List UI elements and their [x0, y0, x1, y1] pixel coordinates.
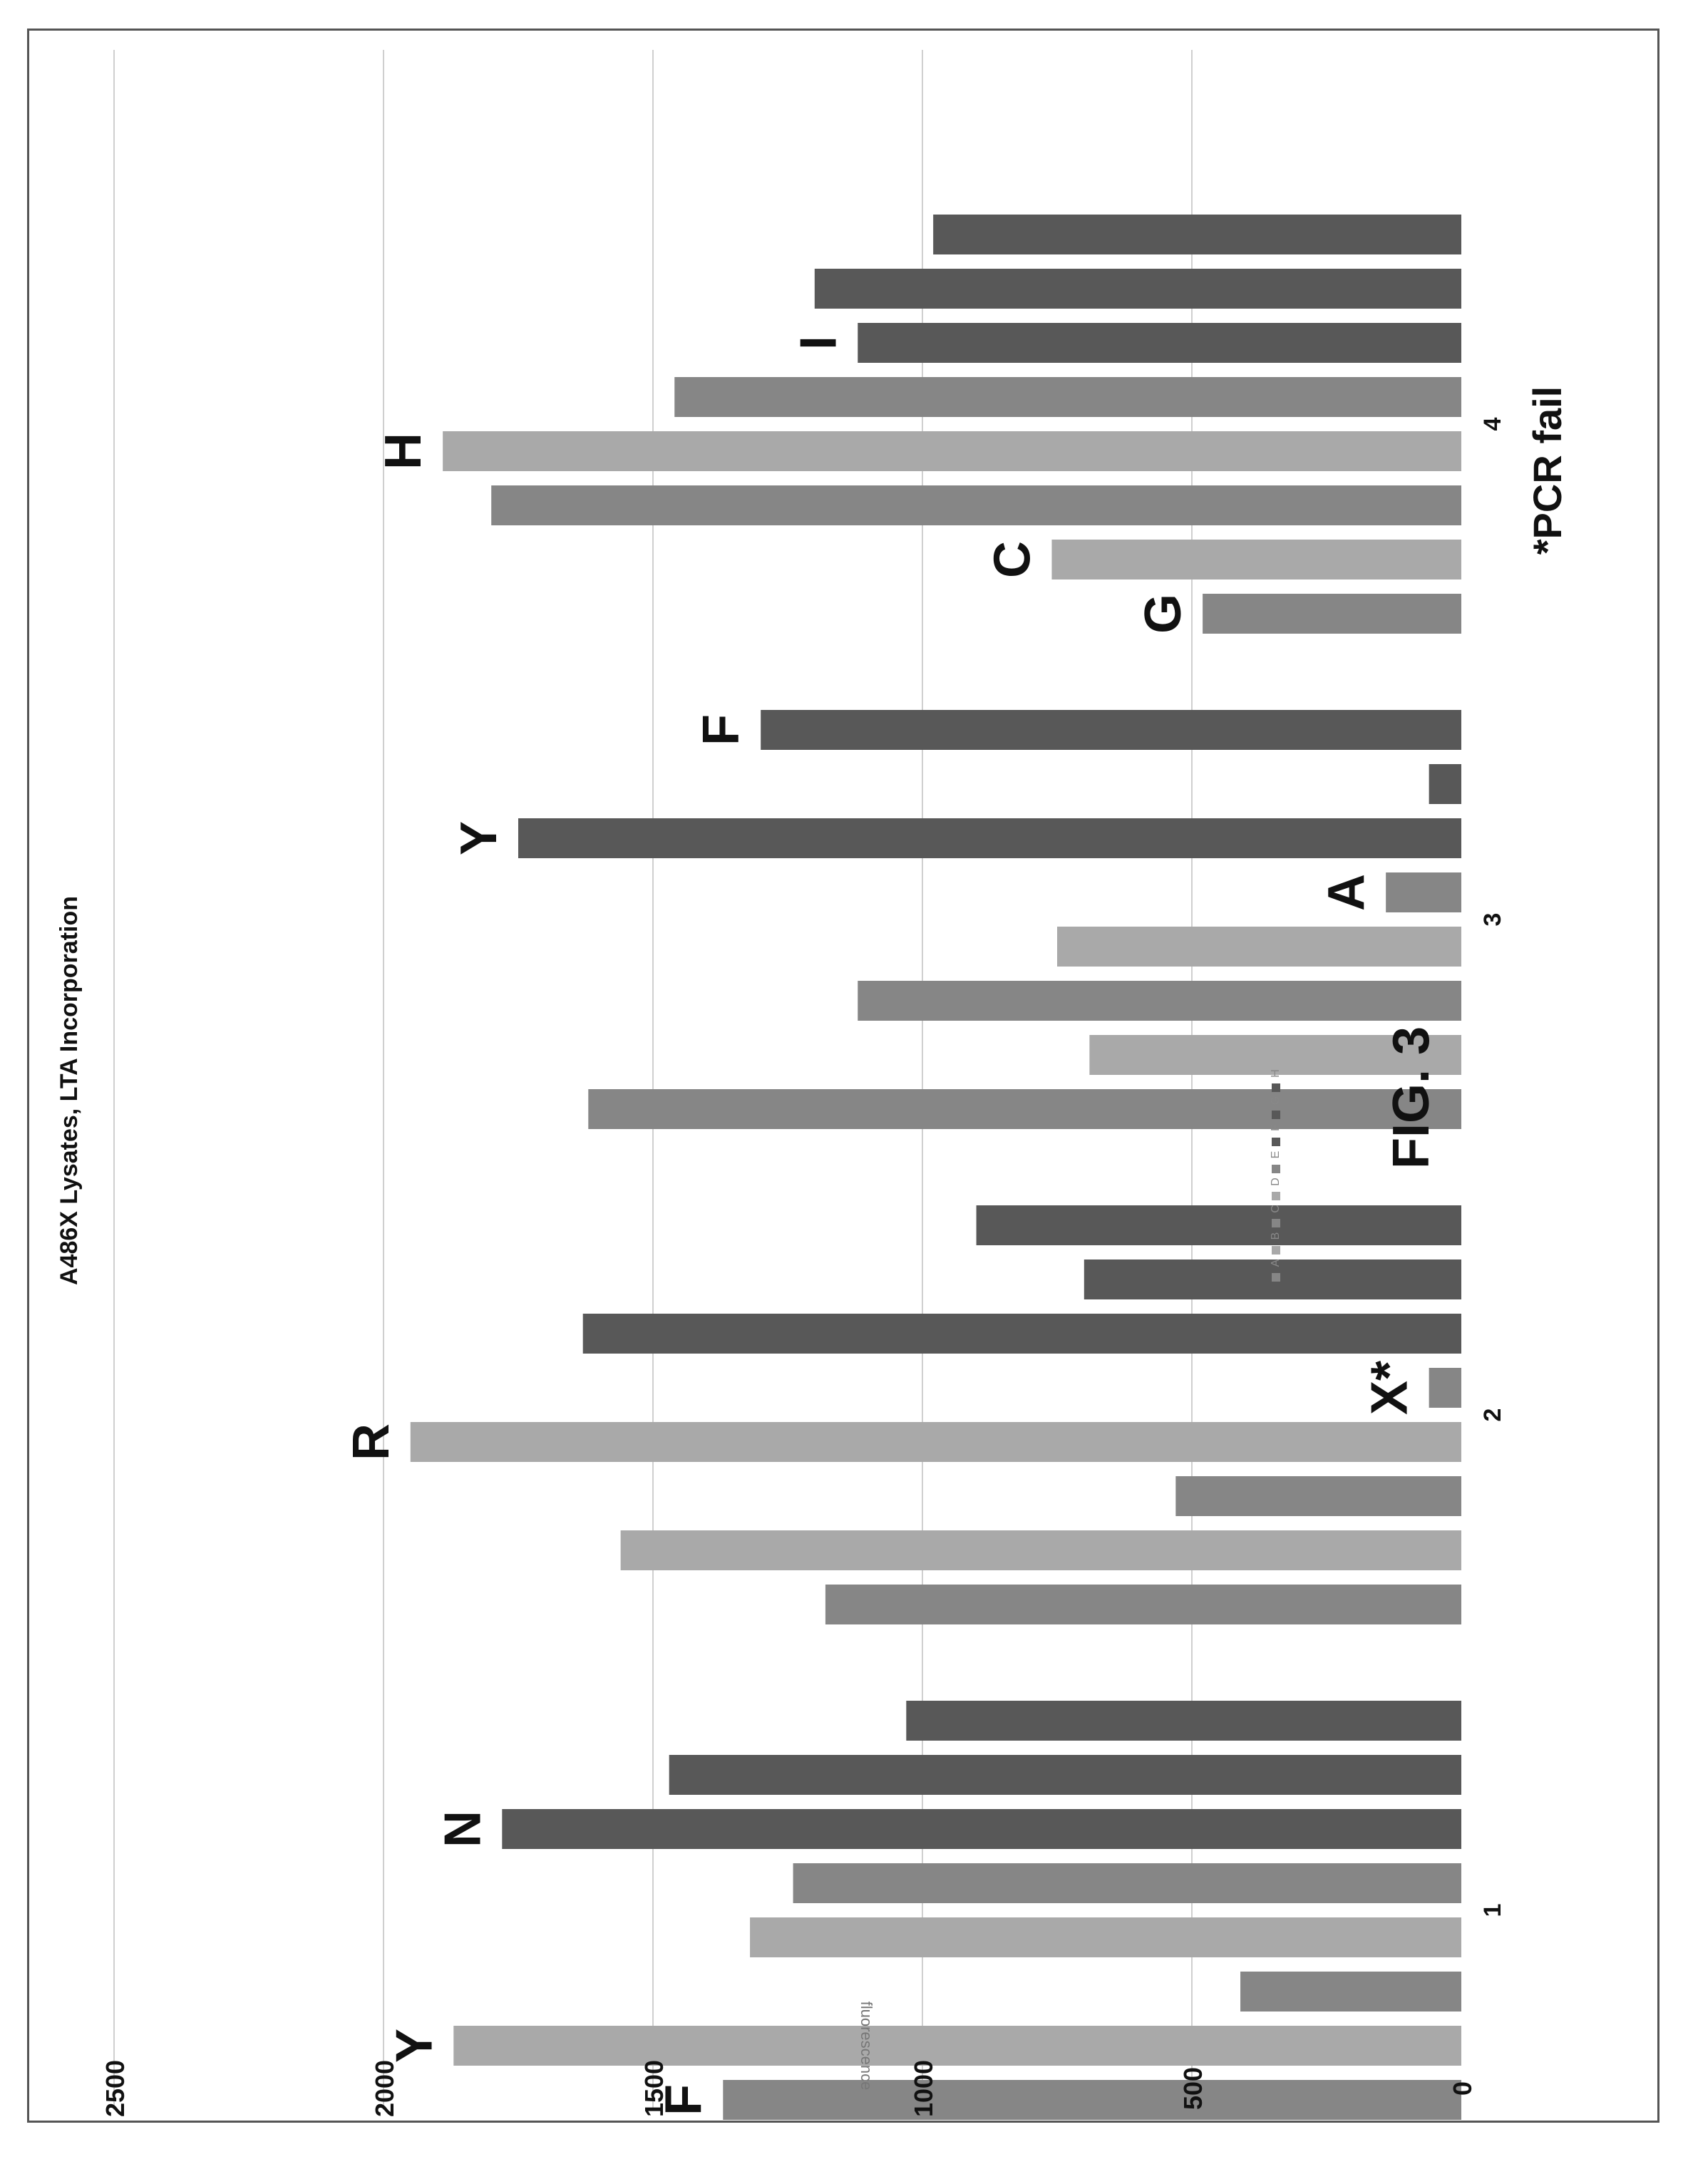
- bar-2-H: [976, 1205, 1461, 1245]
- bar-1-B: [453, 2026, 1461, 2066]
- bar-annotation: N: [434, 1810, 491, 1848]
- legend-swatch-A: [1272, 1273, 1280, 1282]
- value-tick-label: 1500: [639, 2060, 669, 2117]
- category-tick-label: 4: [1479, 417, 1506, 431]
- legend-swatch-F: [1272, 1138, 1280, 1146]
- bar-4-F: [858, 323, 1461, 363]
- bar-3-D: [1057, 927, 1461, 967]
- figure-caption: FIG. 3: [1383, 1026, 1440, 1170]
- legend-label-H: H: [1270, 1069, 1282, 1078]
- legend-label-F: F: [1270, 1124, 1282, 1131]
- legend-swatch-G: [1272, 1111, 1280, 1119]
- bar-annotations: F Y N R X* A Y F G C H I: [343, 336, 1419, 2116]
- bar-2-B: [620, 1530, 1461, 1570]
- bar-3-C: [858, 981, 1461, 1021]
- legend-label-E: E: [1270, 1151, 1282, 1159]
- bar-annotation: F: [655, 2084, 712, 2116]
- bar-3-E: [1386, 872, 1461, 912]
- legend-swatch-C: [1272, 1219, 1280, 1227]
- bar-annotation: F: [693, 714, 750, 746]
- value-tick-label: 0: [1448, 2081, 1477, 2096]
- chart-title: A486X Lysates, LTA Incorporation: [56, 896, 83, 1285]
- bar-4-B: [1051, 540, 1461, 580]
- bar-4-G: [814, 269, 1461, 309]
- bar-annotation: C: [984, 541, 1041, 578]
- bar-1-F: [502, 1809, 1461, 1849]
- bar-2-E: [1429, 1368, 1461, 1408]
- bar-annotation: H: [375, 433, 432, 470]
- figure-frame: [27, 29, 1659, 2123]
- legend-label-C: C: [1270, 1205, 1282, 1213]
- legend-label-B: B: [1270, 1232, 1282, 1240]
- bar-1-E: [793, 1863, 1461, 1903]
- category-tick-label: 1: [1479, 1904, 1506, 1917]
- bar-3-H: [761, 710, 1461, 750]
- bar-2-C: [1175, 1476, 1461, 1516]
- legend-label-A: A: [1270, 1259, 1282, 1267]
- category-tick-label: 3: [1479, 913, 1506, 927]
- value-tick-labels: 0 500 1000 1500 2000 2500: [101, 2060, 1477, 2117]
- bar-1-C: [1240, 1972, 1461, 2012]
- legend-label-G: G: [1270, 1096, 1282, 1105]
- legend-swatch-H: [1272, 1083, 1280, 1092]
- bar-annotation: Y: [386, 2029, 443, 2063]
- y-axis-label: fluorescence: [858, 2002, 875, 2091]
- bar-2-A: [825, 1585, 1461, 1624]
- bar-1-H: [906, 1701, 1461, 1741]
- bar-3-B: [1089, 1035, 1461, 1075]
- bar-annotation: I: [790, 336, 847, 350]
- bar-4-E: [674, 377, 1461, 417]
- legend: A B C D E F G H: [1270, 1069, 1282, 1282]
- bar-3-A: [588, 1089, 1461, 1129]
- legend-swatch-D: [1272, 1192, 1280, 1200]
- legend-swatch-B: [1272, 1246, 1280, 1255]
- bar-3-G: [1429, 764, 1461, 804]
- bar-1-G: [669, 1755, 1462, 1795]
- bar-1-A: [723, 2080, 1461, 2120]
- bar-3-F: [518, 818, 1461, 858]
- bar-annotation: A: [1318, 874, 1375, 911]
- bar-annotation: Y: [451, 821, 508, 855]
- bar-annotation: R: [343, 1423, 400, 1461]
- value-tick-label: 2500: [101, 2060, 130, 2117]
- pcr-fail-footnote: *PCR fail: [1525, 386, 1570, 555]
- bar-4-C: [491, 485, 1462, 525]
- bar-2-F: [582, 1314, 1461, 1354]
- bar-annotation: G: [1135, 594, 1192, 634]
- value-tick-label: 500: [1178, 2067, 1208, 2110]
- category-tick-labels: 1 2 3 4: [1479, 417, 1506, 1917]
- bar-4-A: [1203, 594, 1461, 634]
- bar-4-D: [443, 431, 1462, 471]
- legend-label-D: D: [1270, 1178, 1282, 1186]
- bar-2-D: [410, 1422, 1461, 1462]
- legend-swatch-E: [1272, 1165, 1280, 1173]
- value-tick-label: 2000: [370, 2060, 399, 2117]
- value-tick-label: 1000: [909, 2060, 938, 2117]
- bar-4-H: [933, 215, 1461, 254]
- bar-annotation: X*: [1362, 1361, 1419, 1415]
- bar-1-D: [750, 1917, 1461, 1957]
- bars: [410, 215, 1462, 2120]
- category-tick-label: 2: [1479, 1408, 1506, 1422]
